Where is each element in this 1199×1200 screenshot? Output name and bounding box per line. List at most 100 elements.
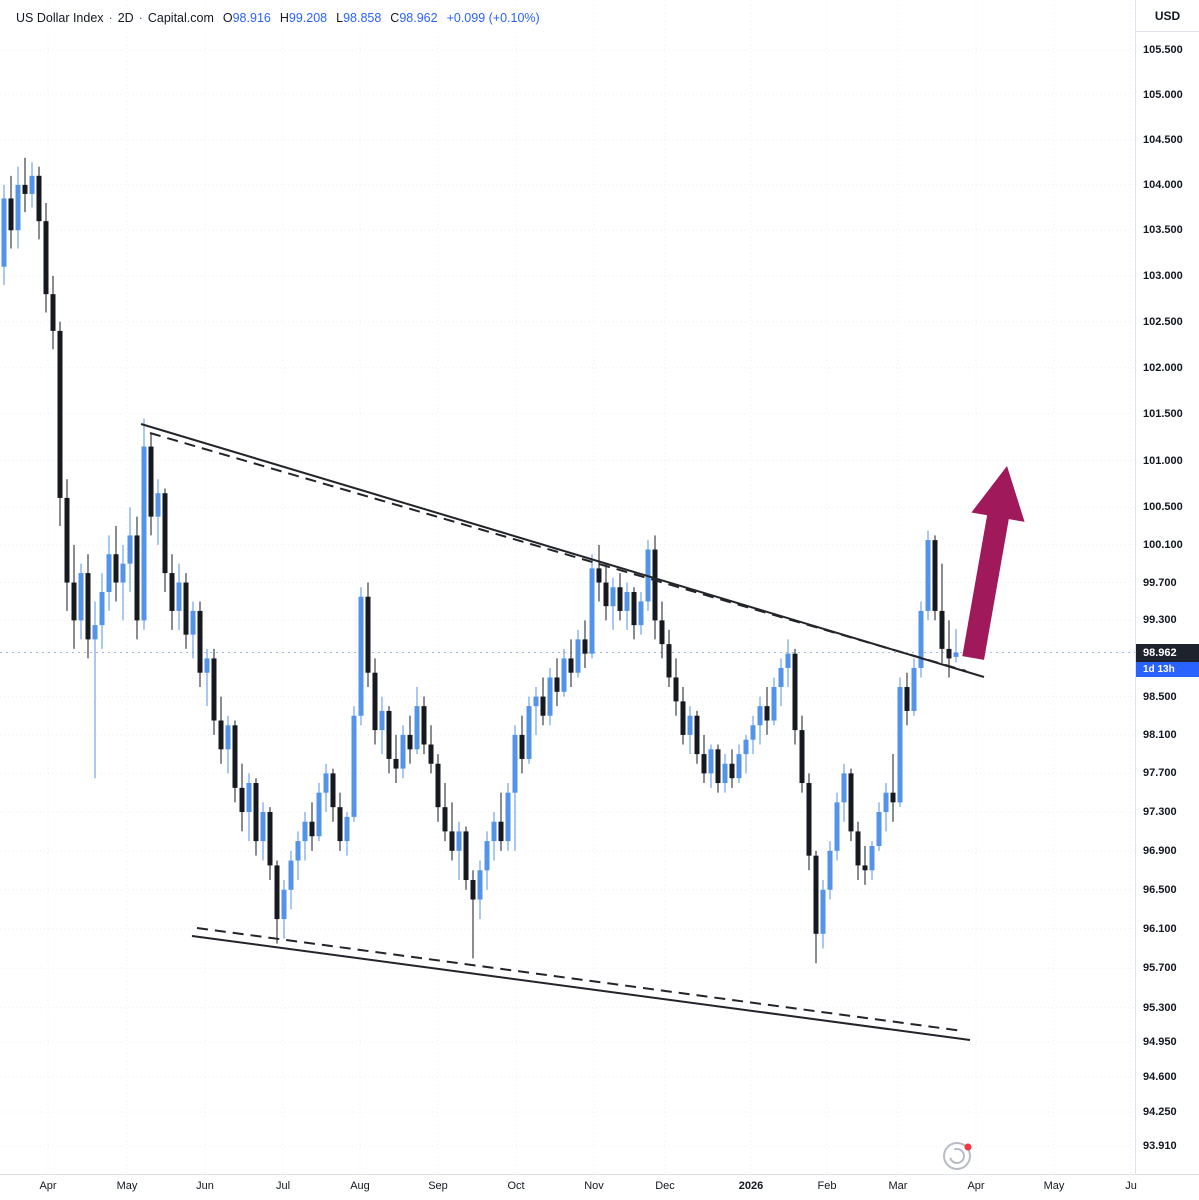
symbol-title[interactable]: US Dollar Index (16, 11, 104, 25)
candle-body (414, 706, 420, 750)
price-axis-label: 100.100 (1143, 538, 1183, 551)
candle-body (43, 221, 49, 295)
currency-label[interactable]: USD (1136, 0, 1199, 32)
candle-body (589, 568, 595, 654)
candle-body (631, 591, 637, 626)
candle-body (687, 715, 693, 735)
price-axis-label: 96.900 (1143, 844, 1177, 857)
price-axis-label: 95.700 (1143, 962, 1177, 975)
trendline-dashed[interactable] (149, 432, 967, 672)
candle-body (463, 831, 469, 881)
candle-body (428, 744, 434, 764)
candle-body (386, 710, 392, 759)
candle-body (526, 706, 532, 759)
candle-body (57, 330, 63, 498)
candle-body (540, 696, 546, 716)
candle-body (197, 610, 203, 673)
price-axis-label: 94.950 (1143, 1036, 1177, 1049)
candle-body (190, 610, 196, 635)
trendline-solid[interactable] (191, 935, 971, 1041)
price-axis-label: 98.100 (1143, 728, 1177, 741)
candle-body (15, 184, 21, 231)
candle-body (743, 739, 749, 755)
candle-body (883, 792, 889, 813)
low-key: L (336, 11, 344, 25)
candle-body (519, 734, 525, 759)
candle-body (337, 807, 343, 842)
candle-body (617, 587, 623, 611)
candle-body (932, 540, 938, 611)
candle-body (736, 754, 742, 779)
time-axis-label: Nov (584, 1180, 604, 1192)
candle-body (834, 802, 840, 851)
candle-body (701, 754, 707, 774)
candle-body (211, 658, 217, 721)
candle-body (421, 706, 427, 745)
candle-body (99, 591, 105, 626)
candles-layer[interactable] (1, 157, 959, 964)
time-axis-label: Jun (196, 1180, 214, 1192)
candle-body (113, 554, 119, 583)
candle-body (722, 763, 728, 784)
open-readout: O 98.916 (223, 11, 271, 25)
candle-body (260, 812, 266, 842)
candle-body (344, 816, 350, 842)
candle-body (491, 821, 497, 842)
candle-body (64, 497, 70, 583)
candle-body (162, 493, 168, 574)
high-key: H (279, 11, 289, 25)
last-price-label: 98.962 (1136, 643, 1199, 662)
trendline-dashed[interactable] (196, 927, 964, 1032)
candle-body (694, 715, 700, 755)
candle-body (302, 821, 308, 842)
time-scale[interactable]: Apr May Jun Jul Aug Sep Oct Nov Dec 2026 Feb Mar Apr… (0, 1174, 1199, 1200)
price-axis-label: 102.500 (1143, 315, 1183, 328)
price-axis-label: 103.500 (1143, 224, 1183, 237)
candle-body (309, 821, 315, 837)
candle-body (813, 855, 819, 934)
candle-body (106, 554, 112, 592)
candle-body (953, 652, 959, 657)
price-axis-label: 103.000 (1143, 269, 1183, 282)
exchange-label[interactable]: Capital.com (147, 11, 214, 25)
candle-body (141, 446, 147, 621)
candle-body (610, 587, 616, 607)
candle-body (288, 860, 294, 890)
candle-body (708, 749, 714, 774)
interval-label[interactable]: 2D (117, 11, 134, 25)
up-arrow-annotation[interactable] (962, 466, 1025, 660)
time-axis-label: Dec (655, 1180, 675, 1192)
candle-body (659, 620, 665, 645)
candle-body (407, 734, 413, 750)
trendline-solid[interactable] (140, 423, 985, 678)
price-axis-label: 101.500 (1143, 408, 1183, 421)
candle-body (393, 758, 399, 769)
price-axis-label: 104.000 (1143, 178, 1183, 191)
price-scale[interactable]: USD 105.500 105.000 104.500 104.000 103.500 1… (1135, 0, 1199, 1174)
candle-body (750, 725, 756, 740)
candle-body (36, 175, 42, 222)
candle-body (183, 582, 189, 635)
candle-body (498, 821, 504, 842)
candle-body (218, 720, 224, 750)
price-axis-label: 97.300 (1143, 806, 1177, 819)
candle-body (918, 610, 924, 668)
low-readout: L 98.858 (336, 11, 381, 25)
candle-body (22, 184, 28, 194)
candle-body (176, 582, 182, 611)
candle-body (897, 687, 903, 803)
high-readout: H 99.208 (280, 11, 327, 25)
candle-body (134, 535, 140, 621)
candle-body (946, 648, 952, 659)
candle-body (372, 672, 378, 731)
candle-body (295, 841, 301, 861)
price-axis-label: 96.100 (1143, 922, 1177, 935)
candle-body (596, 568, 602, 583)
candle-body (582, 639, 588, 654)
candle-body (547, 677, 553, 716)
candle-body (575, 639, 581, 673)
candle-body (806, 783, 812, 856)
candle-body (568, 658, 574, 673)
candle-body (785, 653, 791, 668)
